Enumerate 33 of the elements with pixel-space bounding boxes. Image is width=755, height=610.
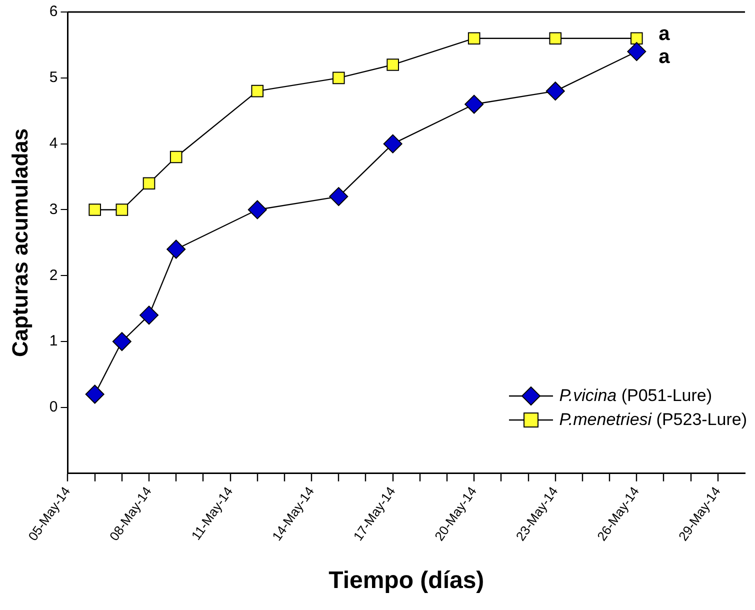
point <box>88 204 101 216</box>
point <box>112 332 132 352</box>
point <box>166 240 186 259</box>
point <box>546 82 565 101</box>
point <box>248 200 267 220</box>
point <box>549 32 562 45</box>
y-tick-label: 6 <box>49 3 58 20</box>
point <box>386 58 399 71</box>
y-tick-label: 4 <box>49 134 58 152</box>
point <box>140 306 159 325</box>
point <box>332 72 345 84</box>
point <box>85 384 104 404</box>
legend-label: P.menetriesi (P523-Lure) <box>559 409 747 431</box>
point <box>116 204 128 216</box>
point <box>630 32 643 45</box>
point <box>464 94 484 114</box>
annotation: a <box>658 22 671 45</box>
annotation: a <box>658 46 671 68</box>
point <box>251 84 264 98</box>
point <box>170 150 182 164</box>
point <box>468 32 480 45</box>
point <box>383 134 402 154</box>
point <box>142 177 156 190</box>
y-tick-label: 2 <box>49 266 58 284</box>
x-axis-title: Tiempo (días) <box>328 567 484 594</box>
legend-label: P.vicina (P051-Lure) <box>559 385 712 407</box>
y-tick-label: 5 <box>49 69 58 86</box>
point <box>627 42 646 62</box>
y-axis-title: Capturas acumuladas <box>7 128 32 357</box>
point <box>329 187 348 206</box>
y-tick-label: 1 <box>49 332 58 350</box>
y-tick-label: 0 <box>49 398 58 416</box>
y-tick-label: 3 <box>49 200 58 218</box>
